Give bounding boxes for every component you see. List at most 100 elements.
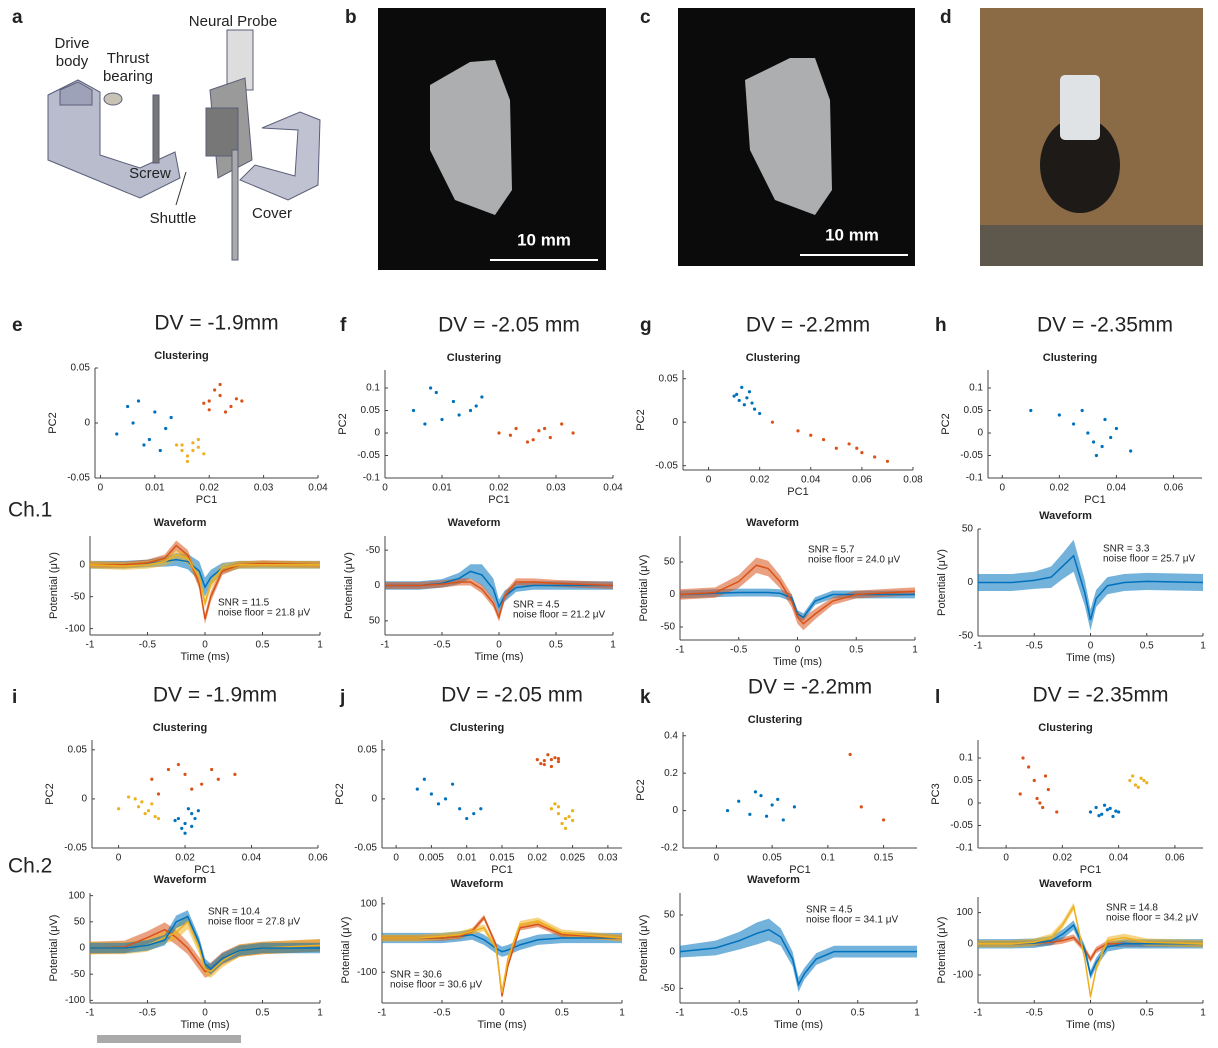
y-tick-label: 50 <box>962 524 974 535</box>
scatter-point <box>197 809 200 812</box>
chart-title: Waveform <box>1039 510 1092 522</box>
x-tick-label: 0.06 <box>1165 853 1185 864</box>
depth-title: DV = -2.35mm <box>1037 314 1173 337</box>
x-axis-label: Time (ms) <box>477 1019 526 1031</box>
panel-label: k <box>640 687 651 708</box>
x-axis-label: Time (ms) <box>1066 652 1115 664</box>
panel-label: h <box>935 315 947 336</box>
scatter-point <box>1038 801 1041 804</box>
panel-label: b <box>345 7 357 28</box>
y-tick-label: 0 <box>967 577 973 588</box>
y-tick-label: -50 <box>71 591 86 602</box>
x-tick-label: 1 <box>610 640 616 651</box>
x-tick-label: 0 <box>1088 1008 1094 1019</box>
scatter-point <box>560 822 563 825</box>
scatter-point <box>191 449 194 452</box>
x-tick-label: 0 <box>1088 641 1094 652</box>
scatter-point <box>543 759 546 762</box>
scatter-point <box>1140 777 1143 780</box>
y-tick-label: -50 <box>366 545 381 556</box>
y-tick-label: -0.05 <box>960 450 983 461</box>
y-tick-label: 100 <box>360 898 377 909</box>
y-tick-label: 0.1 <box>969 383 983 394</box>
chart-title: Clustering <box>450 722 504 734</box>
x-axis-label: Time (ms) <box>1066 1019 1115 1031</box>
y-tick-label: 0 <box>672 805 678 816</box>
depth-title: DV = -2.35mm <box>1033 684 1169 707</box>
scatter-point <box>1109 807 1112 810</box>
x-tick-label: 0 <box>795 645 801 656</box>
y-tick-label: -0.1 <box>966 473 984 484</box>
y-tick-label: 50 <box>74 916 86 927</box>
scatter-point <box>435 391 438 394</box>
scatter-point <box>1089 810 1092 813</box>
scatter-point <box>549 436 552 439</box>
y-axis-label: PC2 <box>337 413 349 434</box>
scatter-point <box>183 773 186 776</box>
annotation: noise floor = 24.0 μV <box>808 555 901 566</box>
y-axis-label: PC3 <box>930 783 942 804</box>
scatter-point <box>186 460 189 463</box>
y-tick-label: -0.05 <box>64 843 87 854</box>
x-tick-label: -0.5 <box>1026 641 1044 652</box>
scatter-point <box>748 813 751 816</box>
x-axis-label: Time (ms) <box>474 651 523 663</box>
scatter-point <box>848 442 851 445</box>
scatter-point <box>571 809 574 812</box>
scatter-point <box>224 410 227 413</box>
diagram-label: bearing <box>103 68 153 85</box>
x-tick-label: 0 <box>116 853 122 864</box>
scatter-point <box>197 446 200 449</box>
y-tick-label: 0 <box>81 794 87 805</box>
y-tick-label: -0.2 <box>661 843 679 854</box>
x-axis-label: Time (ms) <box>774 1019 823 1031</box>
scatter-point <box>117 807 120 810</box>
scatter-point <box>557 805 560 808</box>
scatter-point <box>127 795 130 798</box>
implant <box>1060 75 1100 140</box>
y-tick-label: 0.05 <box>71 363 91 374</box>
y-axis-label: Potential (μV) <box>638 915 650 982</box>
scatter-point <box>509 434 512 437</box>
scatter-point <box>1117 810 1120 813</box>
x-tick-label: -1 <box>86 1008 95 1019</box>
photo-ledge <box>980 225 1203 266</box>
scroll-bar <box>97 1035 241 1043</box>
scatter-point <box>191 441 194 444</box>
x-tick-label: 0.05 <box>762 853 782 864</box>
y-axis-label: PC2 <box>635 779 647 800</box>
annotation: noise floor = 34.1 μV <box>806 915 899 926</box>
x-tick-label: -1 <box>676 645 685 656</box>
annotation: noise floor = 30.6 μV <box>390 980 483 991</box>
x-tick-label: -1 <box>381 640 390 651</box>
annotation: noise floor = 34.2 μV <box>1106 913 1199 924</box>
y-axis-label: Potential (μV) <box>343 552 355 619</box>
x-tick-label: -1 <box>676 1008 685 1019</box>
x-tick-label: 0.5 <box>1140 1008 1154 1019</box>
scale-label: 10 mm <box>825 225 879 244</box>
scatter-point <box>754 790 757 793</box>
x-tick-label: 1 <box>317 640 323 651</box>
scatter-point <box>1041 806 1044 809</box>
x-tick-label: 0.04 <box>801 475 821 486</box>
chart-title: Waveform <box>451 878 504 890</box>
scatter-point <box>1095 806 1098 809</box>
chart-title: Waveform <box>154 874 207 886</box>
x-tick-label: 0.02 <box>1053 853 1073 864</box>
scatter-point <box>451 783 454 786</box>
panel-label: i <box>12 687 17 708</box>
scatter-point <box>1044 774 1047 777</box>
y-tick-label: 0.05 <box>954 775 974 786</box>
x-tick-label: -0.5 <box>139 640 157 651</box>
y-tick-label: -0.05 <box>354 843 377 854</box>
x-tick-label: 0 <box>706 475 712 486</box>
scatter-point <box>164 427 167 430</box>
scatter-point <box>1086 431 1089 434</box>
figure: abcdefghijklNeural ProbeDrivebodyThrustb… <box>0 0 1218 1043</box>
scatter-point <box>218 394 221 397</box>
scatter-point <box>543 763 546 766</box>
scatter-point <box>208 408 211 411</box>
scatter-point <box>759 794 762 797</box>
x-axis-label: PC1 <box>196 494 217 506</box>
y-tick-label: -0.05 <box>950 820 973 831</box>
